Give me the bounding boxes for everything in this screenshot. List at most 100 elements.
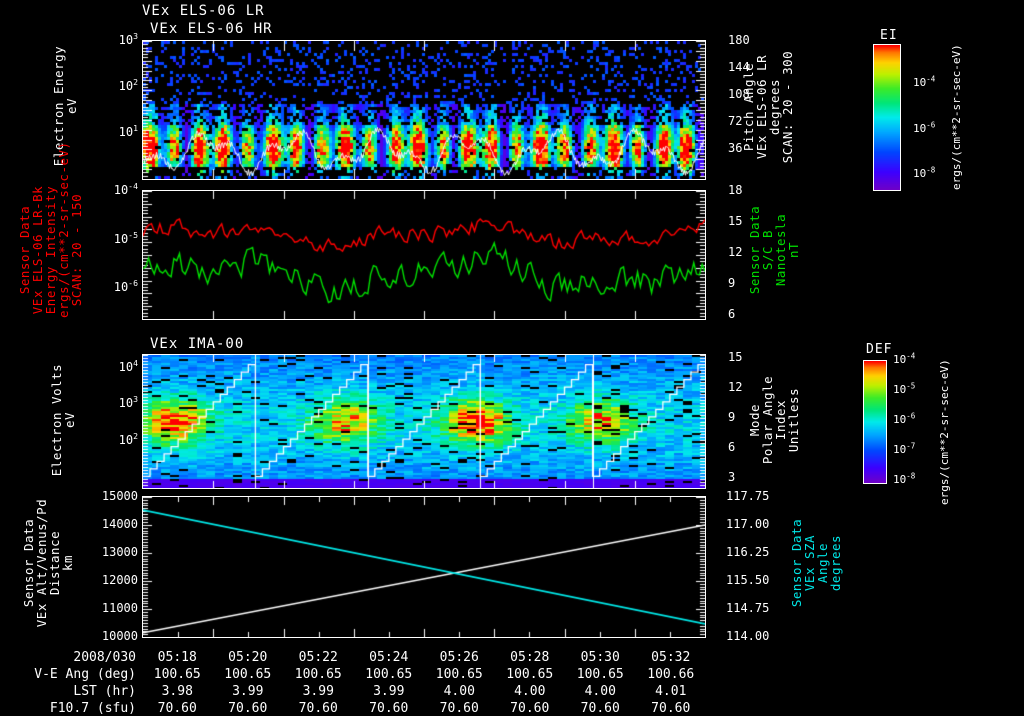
panel3-right-ytick: 9 bbox=[728, 410, 736, 424]
bottom-table-cell: 100.65 bbox=[153, 667, 201, 682]
colorbar1-tick: 10-4 bbox=[913, 74, 936, 89]
colorbar2-tick: 10-5 bbox=[893, 381, 916, 396]
axis-label-line: SCAN: 20 - 300 bbox=[780, 50, 795, 164]
panel1-right-axis-label: Pitch Angle VEx ELS-06 LR degrees SCAN: … bbox=[741, 32, 795, 182]
panel2-right-ytick: 18 bbox=[728, 183, 743, 197]
panel3-left-axis-label: Electron Volts eV bbox=[49, 354, 77, 486]
bottom-table-cell: 05:18 bbox=[157, 650, 197, 665]
colorbar-1 bbox=[873, 44, 901, 191]
bottom-table-cell: 70.60 bbox=[651, 701, 691, 716]
panel4-ytick: 10000 bbox=[101, 629, 138, 643]
panel1-right-ytick: 108 bbox=[728, 87, 750, 101]
panel1-right-ytick: 36 bbox=[728, 141, 743, 155]
bottom-table-row-label: F10.7 (sfu) bbox=[49, 701, 136, 716]
bottom-table-cell: 100.65 bbox=[506, 667, 554, 682]
panel2-right-ytick: 9 bbox=[728, 276, 736, 290]
colorbar1-unit: ergs/(cm**2-sr-sec-eV) bbox=[950, 44, 963, 190]
bottom-table-cell: 100.66 bbox=[647, 667, 695, 682]
axis-label-line: eV bbox=[64, 97, 79, 115]
colorbar-2 bbox=[863, 360, 887, 484]
panel2-right-ytick: 15 bbox=[728, 214, 743, 228]
colorbar2-tick: 10-7 bbox=[893, 441, 916, 456]
panel4-right-ytick: 117.75 bbox=[726, 489, 770, 503]
bottom-table-cell: 70.60 bbox=[228, 701, 268, 716]
panel-ion-energy-spectrogram[interactable] bbox=[142, 354, 706, 489]
bottom-table-cell: 70.60 bbox=[510, 701, 550, 716]
panel1-right-ytick: 72 bbox=[728, 114, 743, 128]
panel2-right-ytick: 12 bbox=[728, 245, 743, 259]
panel2-right-ytick: 6 bbox=[728, 307, 736, 321]
colorbar1-tick: 10-6 bbox=[913, 120, 936, 135]
panel3-right-ytick: 15 bbox=[728, 350, 743, 364]
bottom-table-row-label: V-E Ang (deg) bbox=[34, 667, 136, 682]
panel1-ytick: 102 bbox=[118, 77, 138, 93]
panel2-ytick: 10-4 bbox=[113, 181, 138, 197]
panel4-ytick: 15000 bbox=[101, 489, 138, 503]
panel-electron-energy-spectrogram[interactable] bbox=[142, 40, 706, 180]
panel2-ytick: 10-5 bbox=[113, 230, 138, 246]
bottom-table-cell: 4.00 bbox=[584, 684, 616, 699]
panel-energy-intensity-bfield[interactable] bbox=[142, 190, 706, 320]
axis-label-line: degrees bbox=[828, 534, 843, 592]
bottom-table-cell: 05:20 bbox=[228, 650, 268, 665]
panel3-ytick: 104 bbox=[118, 358, 138, 374]
bottom-table-cell: 70.60 bbox=[157, 701, 197, 716]
axis-label-line: nT bbox=[786, 241, 801, 259]
bottom-table-row-label: 2008/030 bbox=[73, 650, 136, 665]
axis-label-line: eV bbox=[62, 411, 77, 429]
bottom-table-cell: 05:22 bbox=[298, 650, 338, 665]
panel4-right-ytick: 117.00 bbox=[726, 517, 770, 531]
colorbar2-title: DEF bbox=[866, 342, 893, 357]
spectrogram-canvas-1 bbox=[143, 41, 705, 179]
colorbar2-unit: ergs/(cm**2-sr-sec-eV) bbox=[938, 359, 951, 505]
bottom-table-cell: 70.60 bbox=[298, 701, 338, 716]
bottom-table-cell: 100.65 bbox=[224, 667, 272, 682]
bottom-table-cell: 100.65 bbox=[576, 667, 624, 682]
panel3-right-ytick: 6 bbox=[728, 440, 736, 454]
colorbar2-tick: 10-4 bbox=[893, 351, 916, 366]
panel4-ytick: 11000 bbox=[101, 601, 138, 615]
bottom-table-cell: 100.65 bbox=[435, 667, 483, 682]
colorbar2-tick: 10-8 bbox=[893, 471, 916, 486]
bottom-table-cell: 3.98 bbox=[161, 684, 193, 699]
bottom-table-cell: 70.60 bbox=[580, 701, 620, 716]
panel3-right-ytick: 3 bbox=[728, 470, 736, 484]
axis-label-line: SCAN: 20 - 150 bbox=[69, 193, 84, 307]
bottom-table-cell: 05:26 bbox=[439, 650, 479, 665]
bottom-table-row-label: LST (hr) bbox=[73, 684, 136, 699]
panel3-ytick: 103 bbox=[118, 394, 138, 410]
panel3-title: VEx IMA-00 bbox=[150, 336, 245, 352]
panel2-right-axis-label: Sensor Data S/C B Nanotesla nT bbox=[747, 182, 801, 318]
bottom-table-cell: 3.99 bbox=[373, 684, 405, 699]
panel4-right-ytick: 114.00 bbox=[726, 629, 770, 643]
panel4-ytick: 12000 bbox=[101, 573, 138, 587]
spectrogram-canvas-3 bbox=[143, 355, 705, 488]
colorbar1-title: EI bbox=[880, 28, 898, 43]
bottom-table-cell: 05:30 bbox=[580, 650, 620, 665]
line-canvas-2 bbox=[143, 191, 705, 319]
panel1-right-ytick: 144 bbox=[728, 60, 750, 74]
panel1-right-ytick: 180 bbox=[728, 33, 750, 47]
panel1-title-line1: VEx ELS-06 LR bbox=[142, 3, 265, 19]
panel-distance-sza[interactable] bbox=[142, 496, 706, 638]
bottom-table-cell: 100.65 bbox=[294, 667, 342, 682]
panel4-right-axis-label: Sensor Data VEx SZA Angle degrees bbox=[789, 490, 843, 636]
panel4-right-ytick: 114.75 bbox=[726, 601, 770, 615]
panel4-ytick: 13000 bbox=[101, 545, 138, 559]
bottom-table-cell: 100.65 bbox=[365, 667, 413, 682]
bottom-table-cell: 3.99 bbox=[302, 684, 334, 699]
bottom-table-cell: 70.60 bbox=[369, 701, 409, 716]
panel1-title-line2: VEx ELS-06 HR bbox=[150, 21, 273, 37]
bottom-table-cell: 3.99 bbox=[232, 684, 264, 699]
bottom-table-cell: 05:32 bbox=[651, 650, 691, 665]
panel3-right-axis-label: Mode Polar Angle Index Unitless bbox=[747, 354, 801, 486]
colorbar2-tick: 10-6 bbox=[893, 411, 916, 426]
bottom-table-cell: 05:24 bbox=[369, 650, 409, 665]
colorbar1-tick: 10-8 bbox=[913, 165, 936, 180]
panel2-left-axis-label: Sensor Data VEx ELS-06 LR-Bk Energy Inte… bbox=[17, 141, 84, 318]
bottom-table-cell: 70.60 bbox=[439, 701, 479, 716]
panel4-right-ytick: 116.25 bbox=[726, 545, 770, 559]
panel3-ytick: 102 bbox=[118, 431, 138, 447]
bottom-table-cell: 4.00 bbox=[443, 684, 475, 699]
line-canvas-4 bbox=[143, 497, 705, 637]
